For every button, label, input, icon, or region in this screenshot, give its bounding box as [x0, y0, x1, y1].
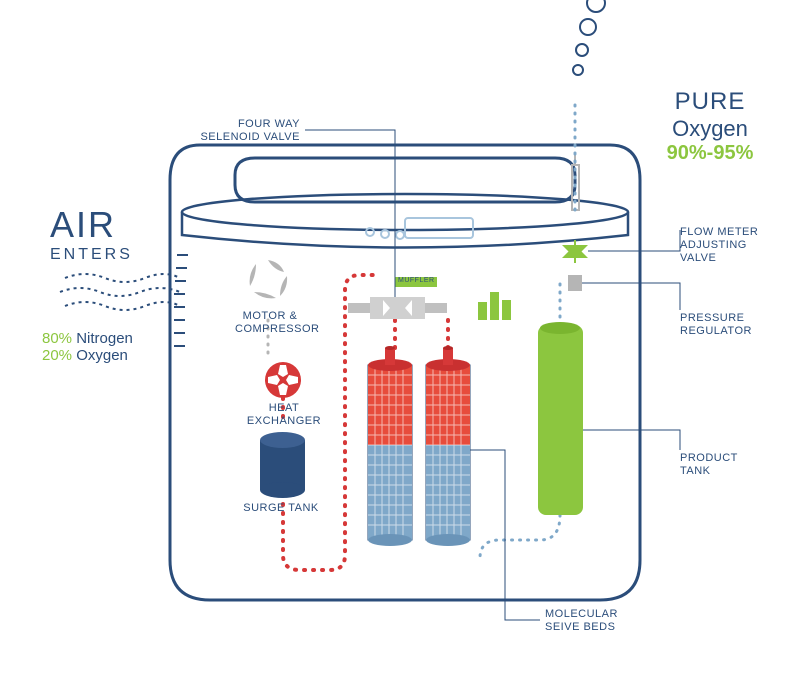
air-vents — [174, 255, 188, 346]
air-in-nitrogen: 80% Nitrogen — [42, 330, 133, 347]
air-enters-title: AIR — [50, 204, 133, 246]
pure-oxygen-title: PURE — [650, 88, 770, 116]
label-heat-exchanger: HEAT EXCHANGER — [246, 402, 322, 428]
green-bars-icon — [478, 292, 511, 320]
heat-exchanger-icon — [265, 362, 301, 398]
oxygen-bubbles — [573, 0, 605, 75]
label-motor-compressor: MOTOR & COMPRESSOR — [235, 310, 305, 336]
label-product-tank: PRODUCT TANK — [680, 452, 738, 478]
flow-meter-icon — [562, 240, 588, 263]
product-tank-icon — [538, 322, 583, 515]
label-flow-meter: FLOW METER ADJUSTING VALVE — [680, 226, 758, 266]
air-in-oxygen: 20% Oxygen — [42, 347, 133, 364]
air-flow-waves — [60, 274, 180, 310]
label-muffler: MUFFLER — [398, 277, 435, 284]
pure-oxygen-subtitle: Oxygen — [650, 116, 770, 142]
pure-oxygen-range: 90%-95% — [650, 142, 770, 165]
label-molecular-sieve: MOLECULAR SEIVE BEDS — [545, 608, 618, 634]
label-pressure-regulator: PRESSURE REGULATOR — [680, 312, 752, 338]
label-surge-tank: SURGE TANK — [236, 502, 326, 515]
surge-tank-icon — [260, 432, 305, 498]
sieve-bed-2 — [426, 346, 470, 546]
pressure-regulator-icon — [568, 275, 582, 291]
label-four-way-valve: FOUR WAY SELENOID VALVE — [200, 118, 300, 144]
air-enters-subtitle: ENTERS — [50, 246, 133, 264]
motor-compressor-icon — [250, 260, 288, 298]
sieve-bed-1 — [368, 346, 412, 546]
four-way-valve-icon — [348, 297, 447, 319]
